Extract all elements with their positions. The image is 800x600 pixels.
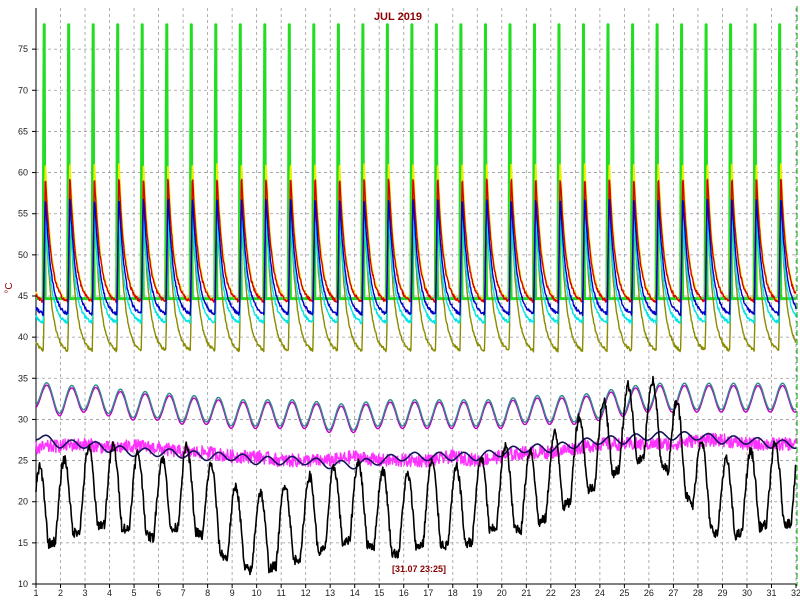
x-tick-label: 14 bbox=[350, 588, 360, 598]
x-tick-label: 29 bbox=[717, 588, 727, 598]
y-tick-label: 55 bbox=[18, 209, 28, 219]
x-tick-label: 16 bbox=[399, 588, 409, 598]
y-tick-label: 70 bbox=[18, 85, 28, 95]
y-tick-label: 20 bbox=[18, 497, 28, 507]
series-layer bbox=[35, 23, 797, 576]
x-tick-label: 30 bbox=[742, 588, 752, 598]
series-line-9 bbox=[35, 432, 797, 468]
y-tick-label: 40 bbox=[18, 332, 28, 342]
x-tick-label: 9 bbox=[230, 588, 235, 598]
series-line-6 bbox=[35, 198, 797, 317]
y-tick-label: 30 bbox=[18, 414, 28, 424]
y-tick-label: 75 bbox=[18, 44, 28, 54]
series-line-3 bbox=[35, 218, 797, 325]
x-tick-label: 5 bbox=[132, 588, 137, 598]
x-tick-label: 18 bbox=[448, 588, 458, 598]
series-line-7 bbox=[35, 384, 797, 434]
chart-title: JUL 2019 bbox=[374, 11, 422, 23]
y-tick-label: 45 bbox=[18, 291, 28, 301]
series-line-11 bbox=[35, 375, 797, 576]
y-tick-label: 65 bbox=[18, 126, 28, 136]
series-line-5 bbox=[35, 178, 797, 304]
x-tick-label: 21 bbox=[521, 588, 531, 598]
x-tick-label: 22 bbox=[546, 588, 556, 598]
y-tick-label: 10 bbox=[18, 579, 28, 589]
series-line-8 bbox=[35, 382, 797, 431]
series-line-10 bbox=[35, 430, 797, 470]
x-tick-label: 15 bbox=[374, 588, 384, 598]
x-tick-label: 13 bbox=[325, 588, 335, 598]
x-tick-label: 11 bbox=[276, 588, 285, 598]
y-tick-label: 50 bbox=[18, 250, 28, 260]
x-tick-label: 31 bbox=[766, 588, 776, 598]
axes bbox=[32, 8, 797, 588]
x-tick-label: 1 bbox=[33, 588, 38, 598]
x-tick-label: 26 bbox=[644, 588, 654, 598]
x-tick-label: 6 bbox=[156, 588, 161, 598]
x-tick-label: 28 bbox=[693, 588, 703, 598]
x-tick-label: 24 bbox=[595, 588, 605, 598]
cursor-timestamp: [31.07 23:25] bbox=[392, 564, 446, 574]
y-tick-label: 35 bbox=[18, 373, 28, 383]
x-tick-label: 27 bbox=[668, 588, 678, 598]
x-tick-label: 19 bbox=[472, 588, 482, 598]
x-tick-label: 25 bbox=[619, 588, 629, 598]
x-tick-label: 23 bbox=[570, 588, 580, 598]
x-tick-label: 8 bbox=[205, 588, 210, 598]
x-tick-label: 7 bbox=[181, 588, 186, 598]
x-tick-label: 20 bbox=[497, 588, 507, 598]
x-tick-label: 3 bbox=[83, 588, 88, 598]
x-tick-label: 2 bbox=[58, 588, 63, 598]
x-tick-label: 12 bbox=[301, 588, 311, 598]
y-tick-label: 25 bbox=[18, 456, 28, 466]
x-tick-label: 10 bbox=[252, 588, 262, 598]
x-tick-label: 4 bbox=[107, 588, 112, 598]
y-tick-label: 15 bbox=[18, 538, 28, 548]
y-tick-label: 60 bbox=[18, 168, 28, 178]
x-tick-label: 17 bbox=[423, 588, 433, 598]
x-tick-label: 32 bbox=[791, 588, 800, 598]
y-axis-label: °C bbox=[4, 282, 15, 293]
